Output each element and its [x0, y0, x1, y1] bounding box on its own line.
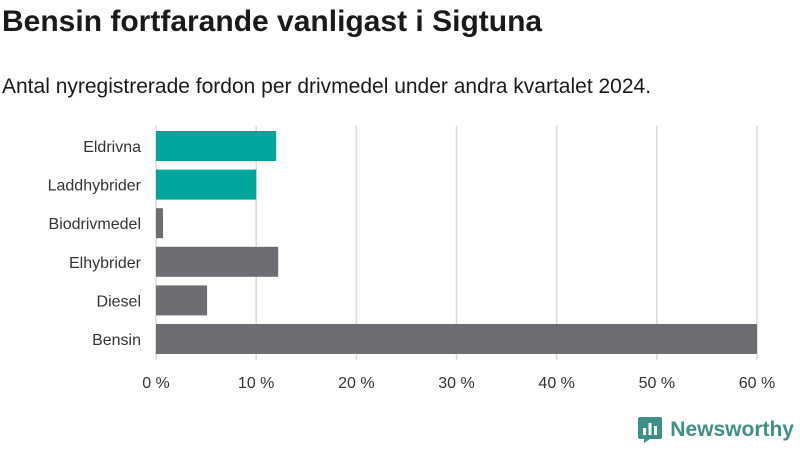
bar-biodrivmedel	[156, 208, 164, 239]
x-axis-tick-labels: 0 % 10 % 20 % 30 % 40 % 50 % 60 %	[142, 375, 775, 392]
bar-bensin	[156, 324, 757, 354]
bars	[156, 131, 757, 354]
category-label: Laddhybrider	[48, 178, 142, 195]
bar-elhybrider	[156, 246, 279, 277]
gridlines	[155, 126, 758, 360]
newsworthy-logo: Newsworthy	[637, 416, 794, 444]
x-tick-label: 20 %	[338, 375, 374, 392]
chart-subtitle: Antal nyregistrerade fordon per drivmede…	[2, 75, 652, 98]
x-tick-label: 0 %	[142, 375, 170, 392]
bar-diesel	[156, 285, 208, 316]
category-label: Elhybrider	[69, 255, 142, 272]
bar-eldrivna	[156, 131, 277, 161]
bar-laddhybrider	[156, 169, 257, 200]
category-label: Eldrivna	[83, 139, 141, 156]
newsworthy-logo-text: Newsworthy	[670, 418, 794, 441]
x-tick-label: 30 %	[438, 375, 474, 392]
x-tick-label: 40 %	[538, 375, 574, 392]
x-tick-label: 60 %	[739, 375, 775, 392]
x-tick-label: 10 %	[238, 375, 274, 392]
category-label: Diesel	[97, 293, 141, 310]
category-label: Bensin	[92, 332, 141, 349]
chart-title: Bensin fortfarande vanligast i Sigtuna	[2, 5, 543, 38]
category-labels: Eldrivna Laddhybrider Biodrivmedel Elhybrid…	[48, 139, 142, 349]
category-label: Biodrivmedel	[49, 216, 141, 233]
x-tick-label: 50 %	[639, 375, 675, 392]
newsworthy-logo-icon	[638, 417, 663, 443]
